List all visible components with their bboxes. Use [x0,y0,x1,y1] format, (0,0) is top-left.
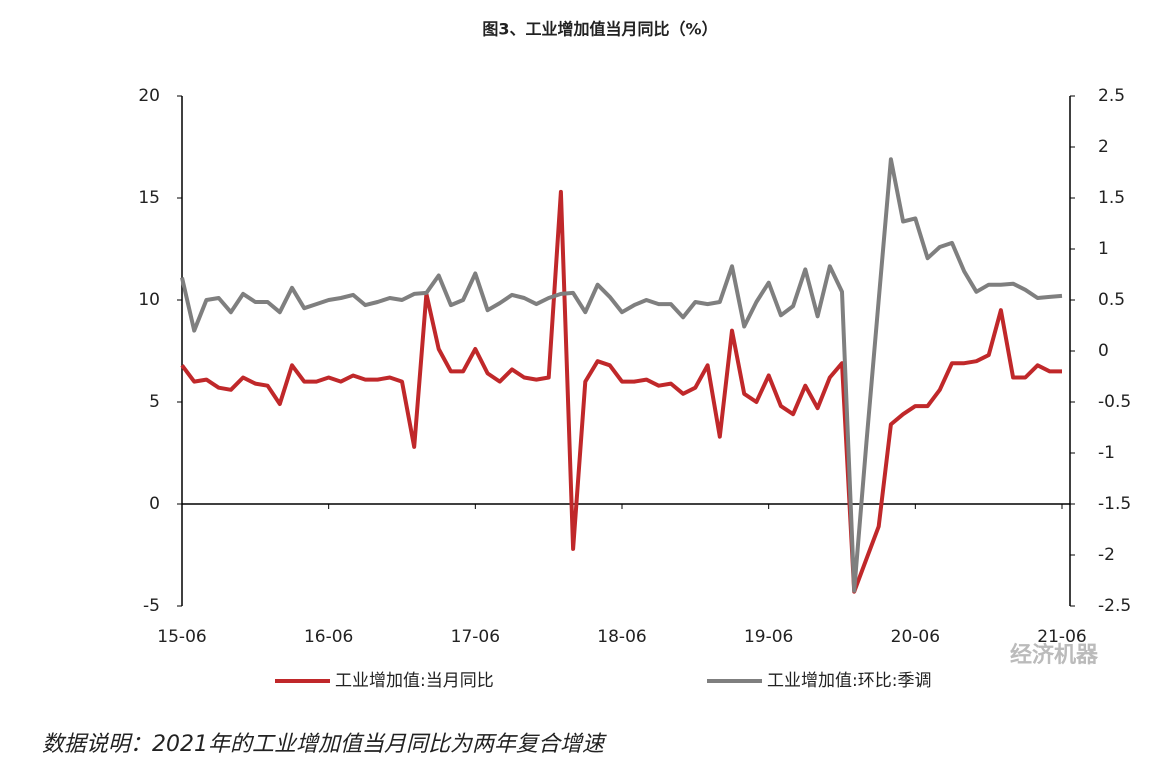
y-tick-label: -5 [143,596,160,616]
y2-tick-label: 0.5 [1098,290,1125,310]
x-tick-label: 20-06 [891,627,940,647]
x-tick-label: 18-06 [597,627,646,647]
y2-tick-label: -0.5 [1098,392,1131,412]
y-tick-label: 0 [149,494,160,514]
y-tick-label: 5 [149,392,160,412]
legend-label: 工业增加值:环比:季调 [767,671,931,691]
footnote: 数据说明：2021年的工业增加值当月同比为两年复合增速 [42,732,607,757]
y2-tick-label: -1 [1098,443,1115,463]
y-tick-label: 20 [138,86,160,106]
y2-tick-label: 1.5 [1098,188,1125,208]
x-tick-label: 19-06 [744,627,793,647]
chart-title: 图3、工业增加值当月同比（%） [482,20,717,39]
y2-tick-label: 2 [1098,137,1109,157]
y2-tick-label: 1 [1098,239,1109,259]
series-line [180,157,1063,593]
y2-tick-label: 0 [1098,341,1109,361]
x-tick-label: 15-06 [157,627,206,647]
series-line [180,189,1062,594]
y-tick-label: 10 [138,290,160,310]
y-tick-label: 15 [138,188,160,208]
x-tick-label: 17-06 [451,627,500,647]
y2-tick-label: -1.5 [1098,494,1131,514]
x-tick-label: 21-06 [1037,627,1086,647]
y2-tick-label: 2.5 [1098,86,1125,106]
y2-tick-label: -2.5 [1098,596,1131,616]
watermark: 经济机器 [1010,642,1099,668]
x-tick-label: 16-06 [304,627,353,647]
legend-label: 工业增加值:当月同比 [335,671,494,691]
y2-tick-label: -2 [1098,545,1115,565]
